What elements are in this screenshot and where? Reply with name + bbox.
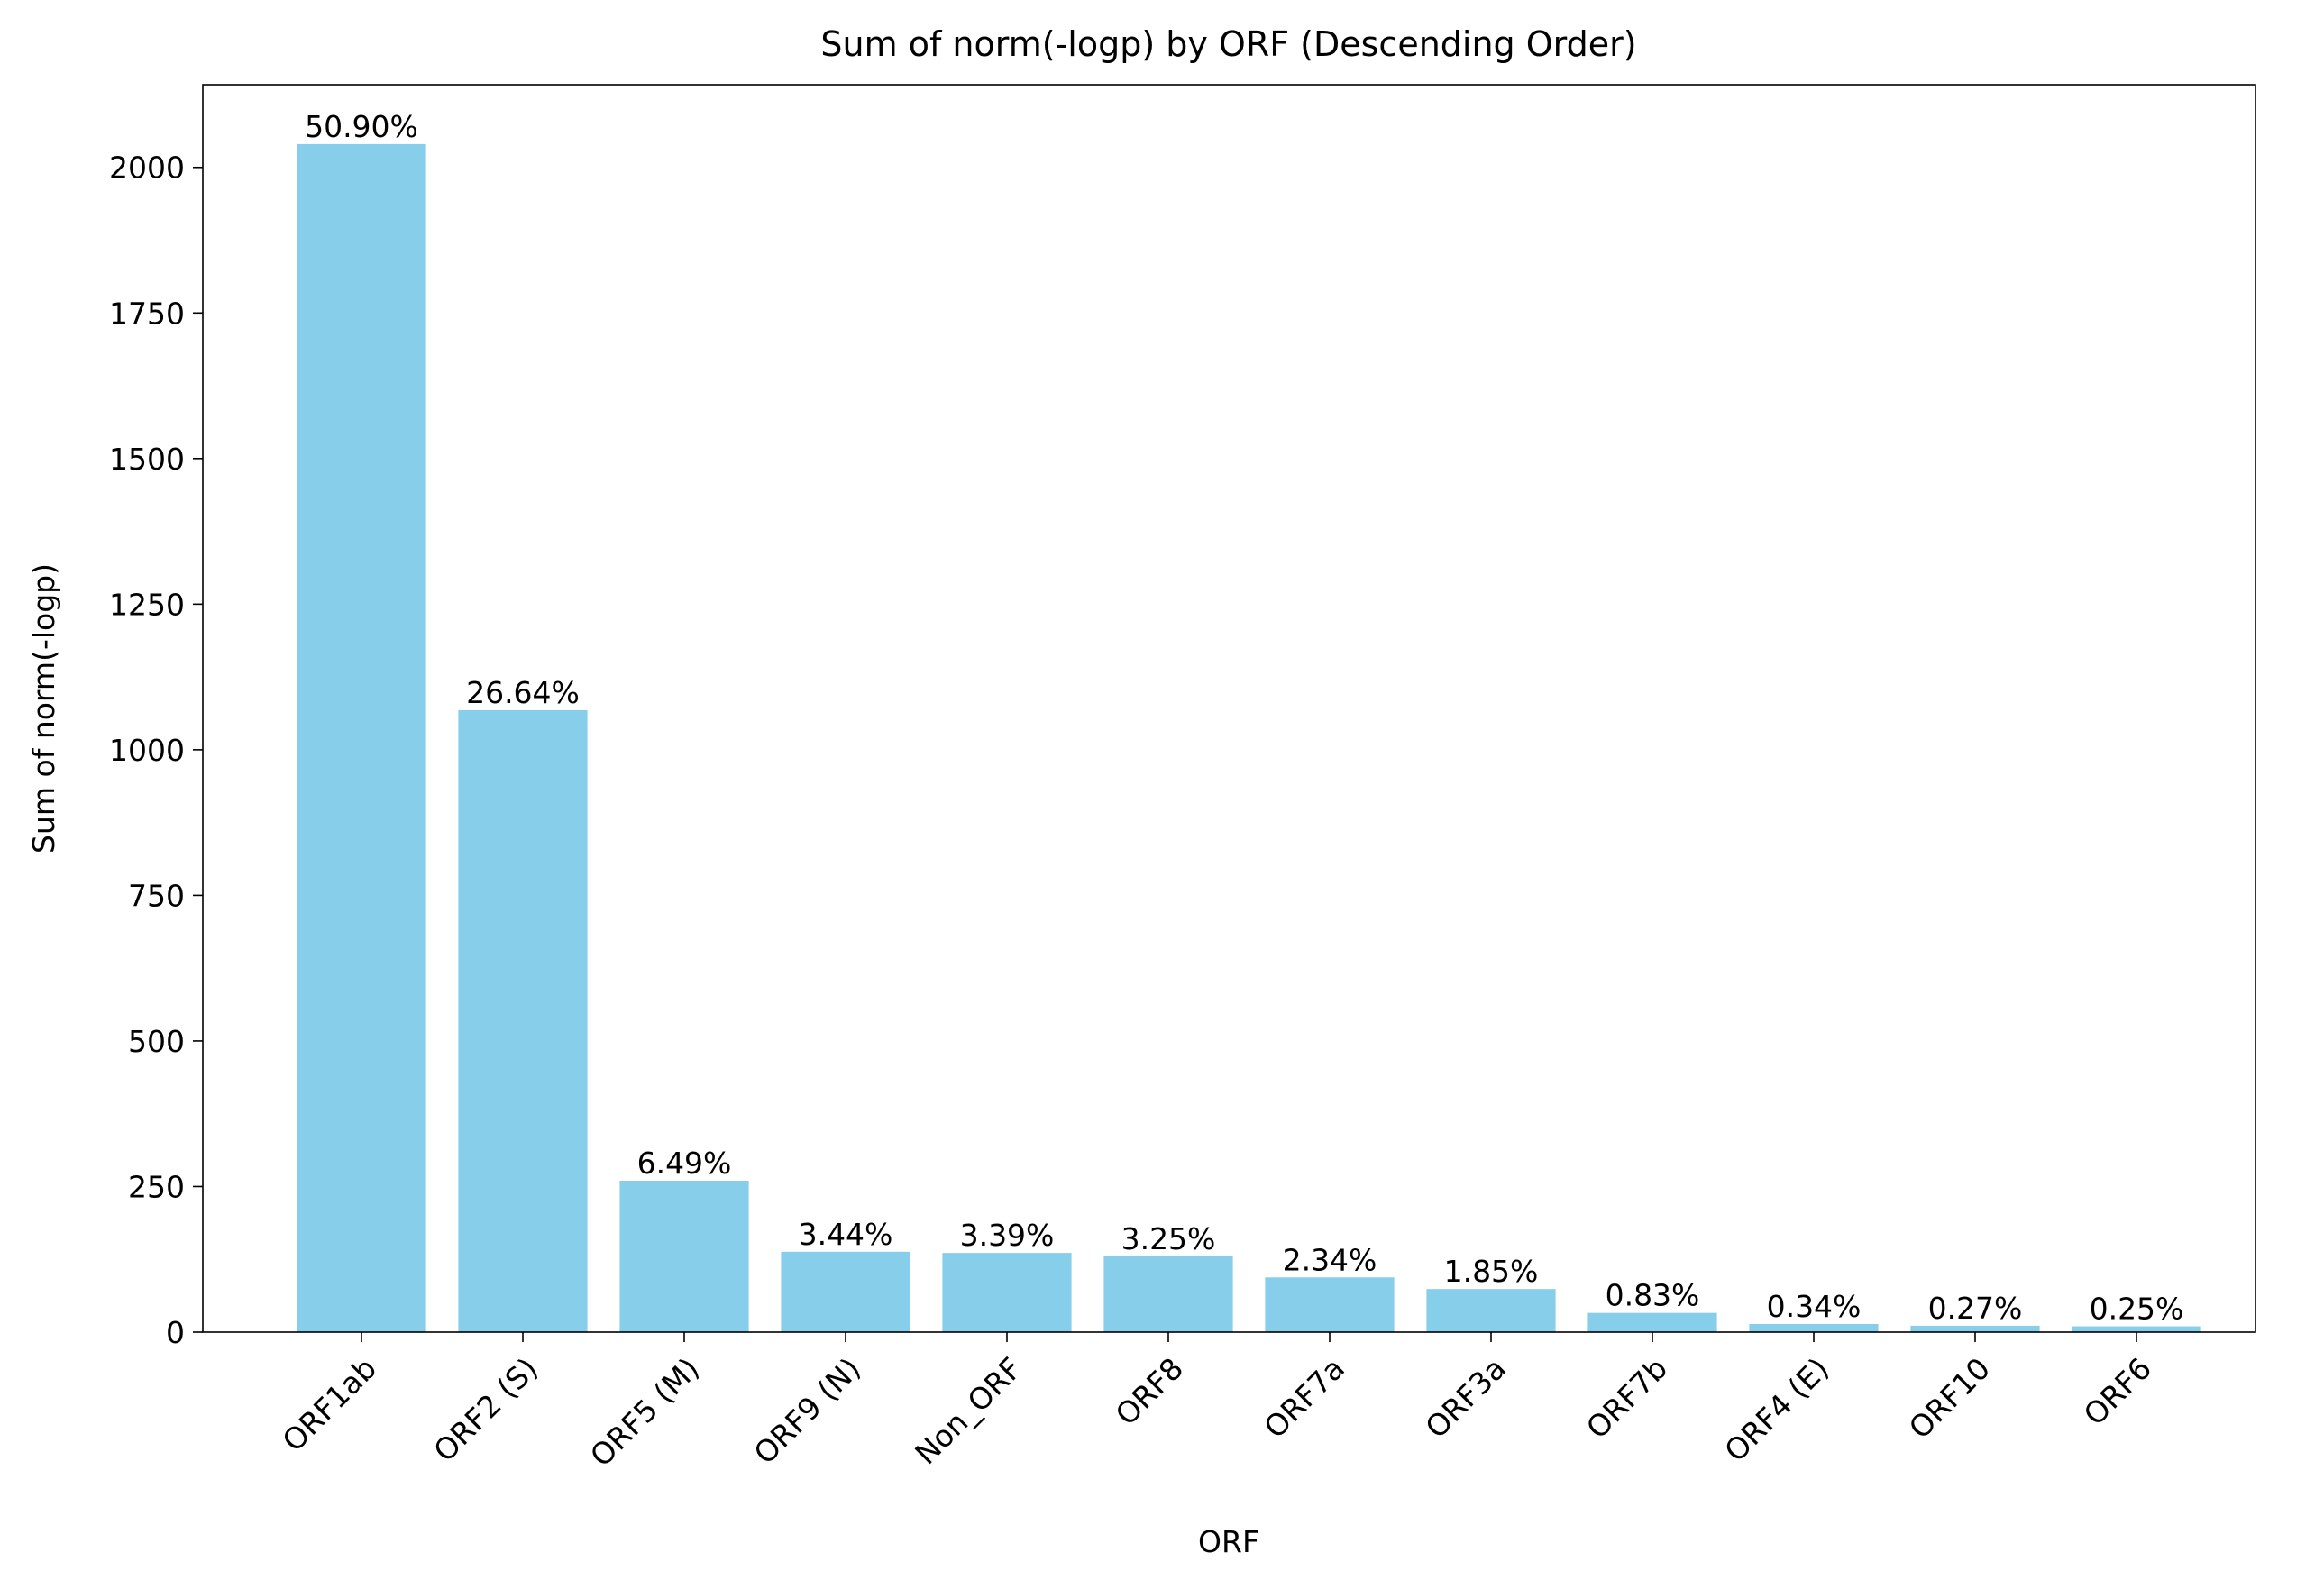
x-tick-label: Non_ORF [908, 1351, 1029, 1472]
bar [1749, 1323, 1879, 1332]
y-tick-label: 500 [128, 1024, 185, 1059]
x-tick-label: ORF4 (E) [1717, 1351, 1835, 1469]
chart-title: Sum of norm(-logp) by ORF (Descending Or… [820, 24, 1636, 64]
x-tick-label: ORF10 [1902, 1351, 1997, 1446]
bar-label: 0.34% [1767, 1289, 1862, 1324]
x-tick-label: ORF5 (M) [583, 1351, 706, 1474]
bar [781, 1251, 910, 1332]
y-tick-label: 1750 [109, 296, 185, 331]
x-axis-label: ORF [1198, 1524, 1259, 1559]
x-tick-label: ORF2 (S) [426, 1351, 544, 1469]
y-axis-label: Sum of norm(-logp) [26, 563, 61, 854]
x-tick-label: ORF7b [1579, 1351, 1674, 1446]
bar-label: 3.44% [799, 1217, 893, 1252]
bar [1587, 1312, 1717, 1332]
bar [458, 709, 588, 1332]
bar [942, 1253, 1072, 1332]
plot-frame [202, 84, 2256, 1333]
bar-label: 6.49% [637, 1146, 732, 1181]
bar [1103, 1256, 1233, 1332]
bar [619, 1181, 749, 1332]
bar-label: 2.34% [1283, 1242, 1377, 1277]
bar-label: 3.25% [1121, 1221, 1216, 1256]
bar-label: 26.64% [466, 675, 580, 710]
y-tick-label: 250 [128, 1169, 185, 1204]
y-tick-label: 2000 [109, 151, 185, 186]
bar [297, 143, 426, 1332]
bar [1910, 1325, 2040, 1332]
y-tick-label: 1500 [109, 442, 185, 477]
bar-label: 3.39% [960, 1218, 1055, 1253]
x-tick-label: ORF3a [1418, 1351, 1513, 1446]
x-tick-label: ORF8 [1109, 1351, 1190, 1432]
bar-label: 50.90% [305, 109, 418, 144]
bar [1426, 1289, 1556, 1332]
bar [1265, 1277, 1395, 1332]
bar [2072, 1326, 2201, 1332]
bar-label: 1.85% [1444, 1254, 1539, 1289]
y-tick-label: 750 [128, 878, 185, 913]
y-tick-label: 1000 [109, 733, 185, 768]
x-tick-label: ORF6 [2077, 1351, 2158, 1432]
bar-label: 0.83% [1606, 1278, 1700, 1313]
y-tick-label: 0 [166, 1315, 185, 1350]
bar-label: 0.27% [1928, 1291, 2023, 1326]
x-tick-label: ORF1ab [276, 1351, 384, 1459]
bar-label: 0.25% [2090, 1292, 2184, 1327]
x-tick-label: ORF7a [1257, 1351, 1351, 1446]
x-tick-label: ORF9 (N) [747, 1351, 868, 1472]
y-tick-label: 1250 [109, 587, 185, 622]
